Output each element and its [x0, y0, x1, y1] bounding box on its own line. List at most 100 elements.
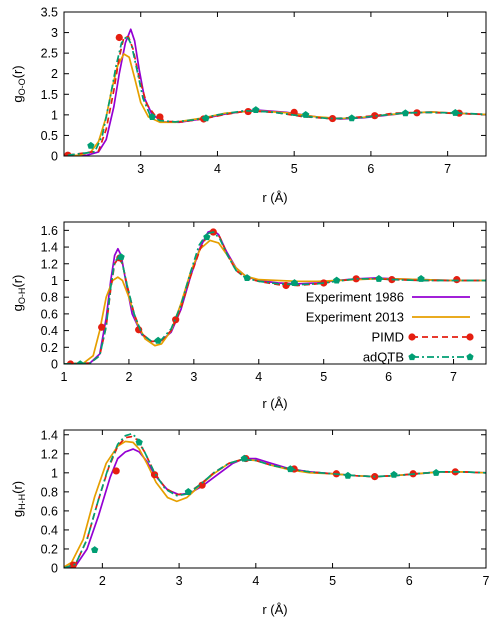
- y-tick-label: 0.4: [41, 523, 58, 537]
- series-adqtb-marker: [302, 111, 310, 118]
- y-axis-label-sub: H-H: [17, 494, 27, 510]
- series-adqtb-marker: [243, 274, 251, 282]
- y-tick-label: 0.5: [41, 129, 58, 143]
- x-axis-label: r (Å): [262, 602, 287, 617]
- series-adqtb-marker: [76, 360, 84, 364]
- y-tick-label: 3.5: [41, 6, 58, 20]
- series-adqtb-marker: [252, 106, 260, 113]
- y-tick-label: 1.6: [41, 224, 58, 238]
- series-adqtb-marker: [401, 109, 410, 117]
- series-adqtb-line: [67, 35, 486, 156]
- plot-area: [64, 28, 486, 156]
- series-adqtb-marker: [451, 109, 459, 116]
- series-pimd-line: [67, 35, 486, 156]
- series-pimd-marker: [150, 471, 159, 479]
- series-exp1986-line: [64, 28, 486, 156]
- y-tick-label: 0.2: [41, 341, 58, 355]
- legend-marker-adqtb: [466, 353, 474, 361]
- y-tick-label: 3: [51, 26, 58, 40]
- x-tick-label: 5: [329, 574, 336, 588]
- y-tick-label: 1: [51, 108, 58, 122]
- series-adqtb-marker: [148, 113, 156, 120]
- y-axis-label: gO-H(r): [10, 275, 27, 312]
- y-tick-label: 1: [51, 466, 58, 480]
- x-axis-label: r (Å): [262, 190, 287, 205]
- y-tick-label: 0.8: [41, 291, 58, 305]
- y-axis-label-main: g: [10, 510, 25, 517]
- y-tick-label: 0.8: [41, 485, 58, 499]
- legend-label: adQTB: [363, 350, 404, 365]
- plot-area: [64, 228, 486, 364]
- series-adqtb-line: [64, 432, 486, 568]
- series-adqtb-line: [64, 231, 486, 364]
- legend: Experiment 1986 Experiment 2013 PIMD adQTB: [306, 290, 474, 365]
- y-axis-label-sub: O-H: [17, 288, 27, 305]
- series-pimd-marker: [69, 561, 77, 568]
- series-adqtb-marker: [87, 141, 95, 149]
- x-tick-label: 7: [450, 370, 457, 384]
- plot-frame: [63, 429, 487, 569]
- x-tick-label: 7: [444, 162, 451, 176]
- y-axis-label-main: g: [10, 304, 25, 311]
- y-tick-label: 0: [51, 150, 58, 164]
- y-tick-label: 1: [51, 274, 58, 288]
- x-tick-label: 3: [137, 162, 144, 176]
- series-pimd-marker: [115, 33, 123, 42]
- series-adqtb-marker: [203, 233, 211, 241]
- y-tick-label: 0.4: [41, 324, 58, 338]
- x-tick-label: 3: [190, 370, 197, 384]
- panel-oh: 1 2 3 4 5 6 7 0 0.2 0.4 0.6 0.8 1 1.2 1.4 1.6 r (Å) gO-H(…: [10, 221, 487, 411]
- y-tick-label: 0.6: [41, 504, 58, 518]
- legend-marker-pimd: [466, 333, 474, 341]
- y-axis-label-sub: O-O: [17, 78, 27, 95]
- y-tick-label: 1.2: [41, 447, 58, 461]
- x-tick-label: 4: [214, 162, 221, 176]
- plot-area: [64, 432, 486, 568]
- series-pimd-marker: [352, 275, 360, 283]
- x-tick-label: 4: [255, 370, 262, 384]
- series-adqtb-marker: [417, 275, 425, 282]
- y-tick-label: 0.2: [41, 542, 58, 556]
- y-tick-label: 1.4: [41, 428, 58, 442]
- y-axis-label-tail: (r): [10, 481, 25, 494]
- y-tick-label: 0.6: [41, 307, 58, 321]
- series-pimd-line: [64, 231, 486, 364]
- series-adqtb-marker: [333, 276, 341, 284]
- y-axis-label-main: g: [10, 95, 25, 102]
- series-adqtb-marker: [91, 546, 99, 553]
- x-tick-label: 7: [483, 574, 490, 588]
- y-tick-label: 1.5: [41, 88, 58, 102]
- series-exp2013-line: [64, 239, 486, 364]
- series-adqtb-marker: [375, 275, 383, 282]
- x-tick-label: 6: [367, 162, 374, 176]
- series-pimd-marker: [98, 323, 106, 331]
- plot-frame: [63, 221, 487, 365]
- series-pimd-marker: [112, 467, 120, 475]
- series-adqtb-marker: [117, 253, 125, 261]
- legend-label: Experiment 2013: [306, 310, 404, 325]
- panel-hh: 2 3 4 5 6 7 0 0.2 0.4 0.6 0.8 1 1.2 1.4 r (Å) gH-H(r): [10, 428, 490, 617]
- x-tick-label: 4: [252, 574, 259, 588]
- x-tick-label: 6: [406, 574, 413, 588]
- series-pimd-marker: [172, 316, 180, 324]
- series-adqtb-marker: [390, 470, 398, 478]
- series-adqtb-marker: [432, 469, 440, 476]
- y-axis-label-tail: (r): [10, 275, 25, 288]
- y-tick-label: 1.2: [41, 257, 58, 271]
- plot-frame: [63, 11, 487, 157]
- series-adqtb-marker: [135, 438, 143, 446]
- x-tick-label: 2: [99, 574, 106, 588]
- legend-label: Experiment 1986: [306, 290, 404, 305]
- series-pimd-line: [64, 435, 486, 568]
- y-tick-label: 1.4: [41, 241, 58, 255]
- legend-label: PIMD: [372, 330, 405, 345]
- x-tick-label: 6: [385, 370, 392, 384]
- x-axis-label: r (Å): [262, 396, 287, 411]
- series-adqtb-marker: [154, 336, 162, 344]
- x-tick-label: 2: [125, 370, 132, 384]
- series-adqtb-marker: [286, 465, 294, 473]
- y-axis-label: gO-O(r): [10, 65, 27, 102]
- x-tick-label: 5: [291, 162, 298, 176]
- series-adqtb-marker: [348, 114, 356, 122]
